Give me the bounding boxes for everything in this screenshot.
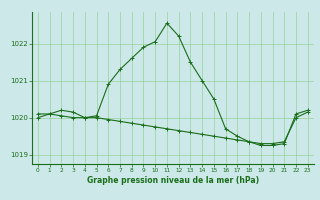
X-axis label: Graphe pression niveau de la mer (hPa): Graphe pression niveau de la mer (hPa) <box>87 176 259 185</box>
